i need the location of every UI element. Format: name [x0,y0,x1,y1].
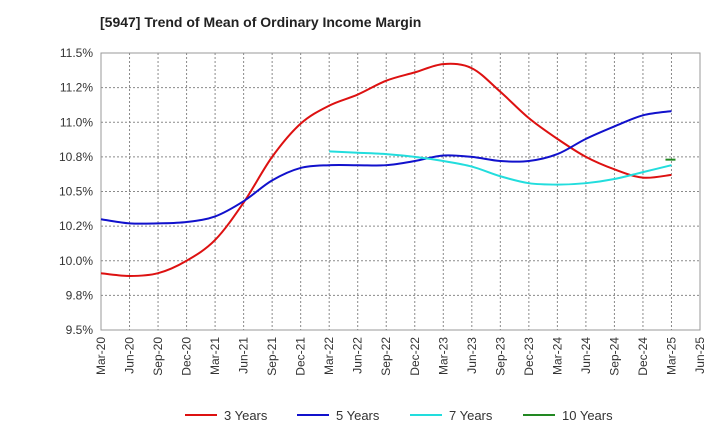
y-tick-label: 9.5% [66,323,94,337]
x-axis-ticks: Mar-20 Jun-20 Sep-20 Dec-20 Mar-21 Jun-21 Sep-… [94,337,707,376]
series-line-3-years [100,62,672,277]
x-tick-label: Mar-22 [322,337,336,375]
x-tick-label: Sep-22 [379,337,393,376]
legend-label-3-years: 3 Years [224,408,268,423]
y-axis-ticks: 9.5% 9.8% 10.0% 10.2% 10.5% 10.8% 11.0% 11.2% 11… [59,46,93,337]
x-tick-label: Mar-23 [436,337,450,375]
chart-title: [5947] Trend of Mean of Ordinary Income … [100,14,422,30]
y-tick-label: 10.5% [59,185,93,199]
x-tick-label: Jun-20 [123,337,137,374]
x-tick-label: Jun-23 [465,337,479,374]
x-tick-label: Dec-20 [180,337,194,376]
series-lines [100,62,676,277]
y-tick-label: 11.0% [60,115,93,129]
x-tick-label: Dec-22 [408,337,422,376]
x-tick-label: Jun-21 [237,337,251,374]
y-tick-label: 10.8% [59,150,93,164]
y-tick-label: 10.0% [59,254,93,268]
x-tick-label: Mar-20 [94,337,108,375]
x-tick-label: Sep-20 [151,337,165,376]
x-tick-label: Jun-22 [351,337,365,374]
y-tick-label: 11.2% [60,81,93,95]
x-tick-label: Sep-24 [607,337,621,376]
x-tick-label: Sep-23 [493,337,507,376]
legend-label-5-years: 5 Years [336,408,380,423]
series-line-7-years [329,150,672,186]
legend-label-7-years: 7 Years [449,408,493,423]
series-line-5-years [100,110,672,225]
plot-area [100,52,701,331]
x-tick-label: Mar-21 [208,337,222,375]
legend-label-10-years: 10 Years [562,408,613,423]
x-tick-label: Mar-24 [550,337,564,375]
legend: 3 Years 5 Years 7 Years 10 Years [185,408,613,423]
x-tick-label: Jun-24 [579,337,593,374]
y-tick-label: 9.8% [66,288,94,302]
x-tick-label: Dec-24 [636,337,650,376]
y-tick-label: 10.2% [59,219,93,233]
x-tick-label: Dec-21 [294,337,308,376]
y-tick-label: 11.5% [60,46,93,60]
x-tick-label: Mar-25 [664,337,678,375]
x-tick-label: Dec-23 [522,337,536,376]
x-tick-label: Jun-25 [693,337,707,374]
x-tick-label: Sep-21 [265,337,279,376]
